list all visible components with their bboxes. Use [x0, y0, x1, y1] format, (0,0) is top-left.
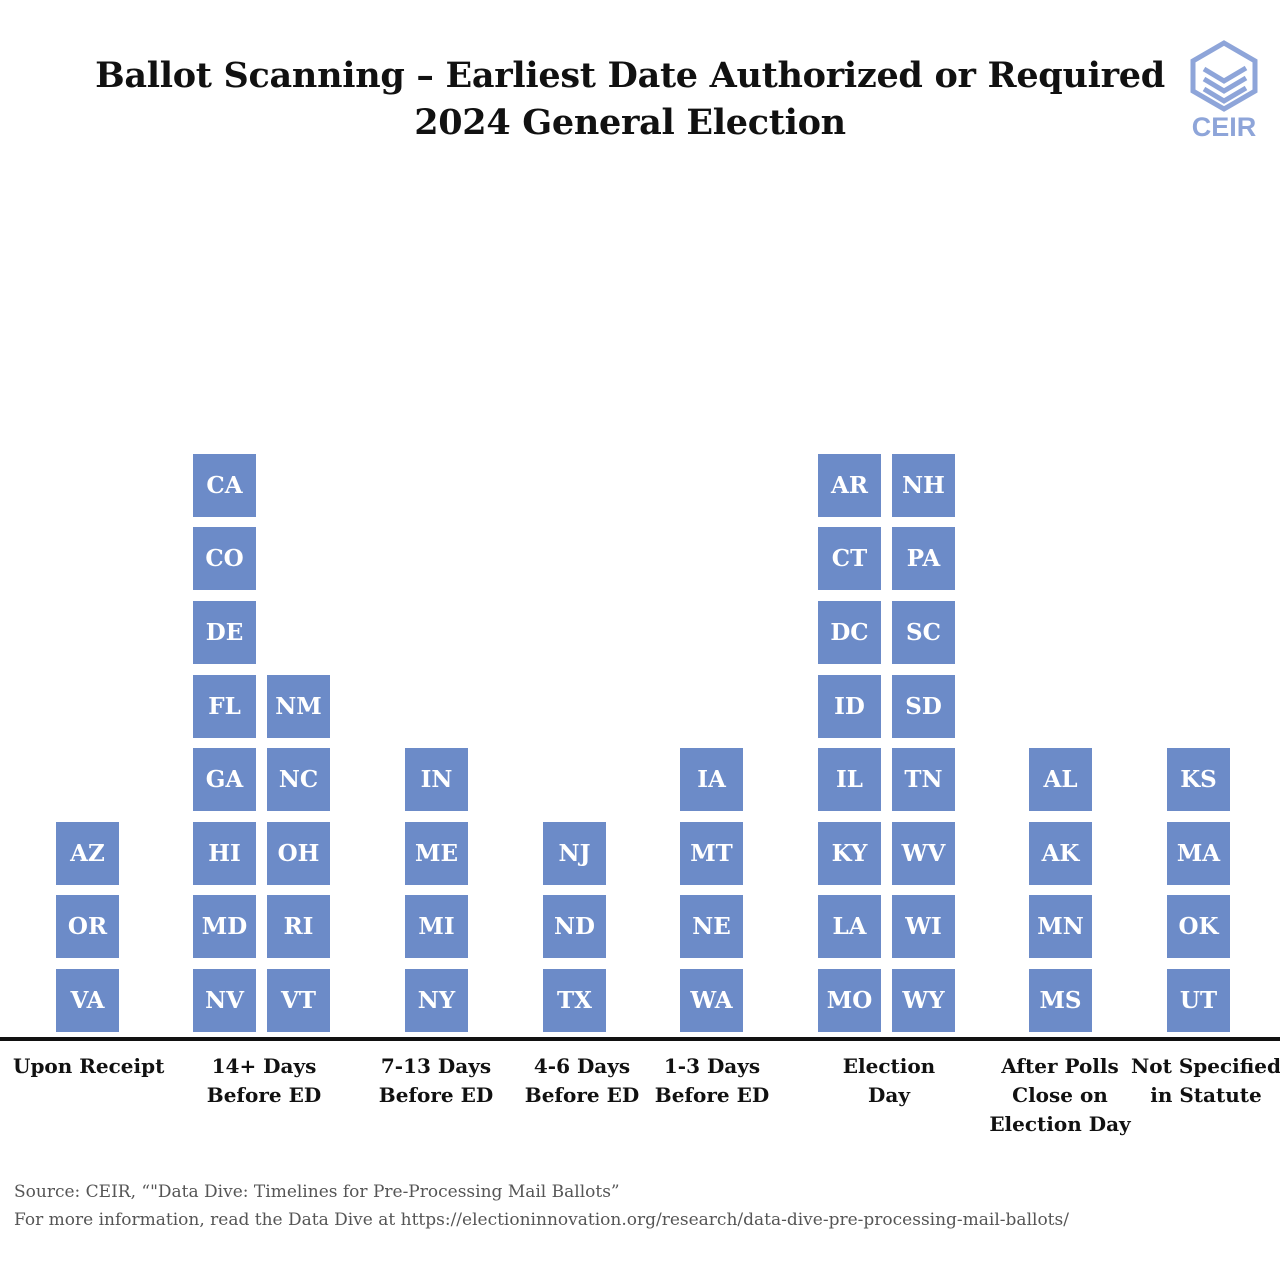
category-label-line: Before ED — [654, 1083, 770, 1107]
footer: Source: CEIR, “"Data Dive: Timelines for… — [14, 1178, 1069, 1234]
state-tile-md: MD — [193, 895, 256, 958]
state-tile-in: IN — [405, 748, 468, 811]
state-tile-ma: MA — [1167, 822, 1230, 885]
state-tile-la: LA — [818, 895, 881, 958]
state-tile-wa: WA — [680, 969, 743, 1032]
state-tile-wi: WI — [892, 895, 955, 958]
category-label: 1-3 Days Before ED — [637, 1052, 787, 1110]
state-tile-ak: AK — [1029, 822, 1092, 885]
state-tile-id: ID — [818, 675, 881, 738]
category-label-line: Upon Receipt — [13, 1054, 165, 1078]
state-tile-ca: CA — [193, 454, 256, 517]
category-label-line: After Polls — [1001, 1054, 1119, 1078]
state-tile-ky: KY — [818, 822, 881, 885]
state-tile-ct: CT — [818, 527, 881, 590]
state-tile-wv: WV — [892, 822, 955, 885]
category-label: 4-6 Days Before ED — [507, 1052, 657, 1110]
state-tile-fl: FL — [193, 675, 256, 738]
title-line-2: 2024 General Election — [414, 102, 846, 143]
state-tile-pa: PA — [892, 527, 955, 590]
source-note: Source: CEIR, “"Data Dive: Timelines for… — [14, 1182, 620, 1202]
state-tile-ne: NE — [680, 895, 743, 958]
category-label: Not Specified in Statute — [1131, 1052, 1280, 1110]
category-label-line: Before ED — [206, 1083, 322, 1107]
category-label: Upon Receipt — [13, 1052, 165, 1081]
state-tile-ut: UT — [1167, 969, 1230, 1032]
state-tile-sd: SD — [892, 675, 955, 738]
state-tile-nh: NH — [892, 454, 955, 517]
state-tile-nm: NM — [267, 675, 330, 738]
category-label-line: Before ED — [524, 1083, 640, 1107]
chart-title: Ballot Scanning – Earliest Date Authoriz… — [90, 52, 1170, 146]
state-tile-ny: NY — [405, 969, 468, 1032]
category-label-line: 4-6 Days — [533, 1054, 631, 1078]
state-tile-tx: TX — [543, 969, 606, 1032]
state-tile-oh: OH — [267, 822, 330, 885]
state-tile-me: ME — [405, 822, 468, 885]
state-tile-hi: HI — [193, 822, 256, 885]
category-label-line: Not Specified — [1131, 1054, 1280, 1078]
category-label-line: in Statute — [1150, 1083, 1262, 1107]
state-tile-il: IL — [818, 748, 881, 811]
state-tile-tn: TN — [892, 748, 955, 811]
state-tile-de: DE — [193, 601, 256, 664]
state-tile-mn: MN — [1029, 895, 1092, 958]
category-label-line: Before ED — [378, 1083, 494, 1107]
state-tile-ga: GA — [193, 748, 256, 811]
category-label-line: 14+ Days — [211, 1054, 317, 1078]
logo-text: CEIR — [1191, 112, 1257, 142]
state-tile-dc: DC — [818, 601, 881, 664]
category-label: 7-13 Days Before ED — [361, 1052, 511, 1110]
category-label-line: Close on — [1012, 1083, 1108, 1107]
category-label-line: Day — [868, 1083, 910, 1107]
state-tile-mo: MO — [818, 969, 881, 1032]
category-label: 14+ Days Before ED — [189, 1052, 339, 1110]
state-tile-az: AZ — [56, 822, 119, 885]
category-label-line: 1-3 Days — [663, 1054, 761, 1078]
ceir-logo: CEIR — [1184, 40, 1264, 144]
ceir-logo-icon — [1190, 40, 1258, 112]
state-tile-ia: IA — [680, 748, 743, 811]
category-label: After Polls Close on Election Day — [985, 1052, 1135, 1139]
state-tile-al: AL — [1029, 748, 1092, 811]
category-label-line: Election — [842, 1054, 936, 1078]
state-tile-ks: KS — [1167, 748, 1230, 811]
title-line-1: Ballot Scanning – Earliest Date Authoriz… — [95, 55, 1165, 96]
state-tile-ri: RI — [267, 895, 330, 958]
state-tile-mi: MI — [405, 895, 468, 958]
chart-baseline — [0, 1037, 1280, 1041]
category-label-line: Election Day — [989, 1112, 1131, 1136]
state-tile-co: CO — [193, 527, 256, 590]
category-label-line: 7-13 Days — [380, 1054, 492, 1078]
more-info-note: For more information, read the Data Dive… — [14, 1210, 1069, 1230]
state-tile-vt: VT — [267, 969, 330, 1032]
state-tile-ms: MS — [1029, 969, 1092, 1032]
category-label: Election Day — [814, 1052, 964, 1110]
state-tile-va: VA — [56, 969, 119, 1032]
state-tile-ar: AR — [818, 454, 881, 517]
state-tile-mt: MT — [680, 822, 743, 885]
state-tile-ok: OK — [1167, 895, 1230, 958]
state-tile-nd: ND — [543, 895, 606, 958]
state-tile-or: OR — [56, 895, 119, 958]
state-tile-wy: WY — [892, 969, 955, 1032]
state-tile-nv: NV — [193, 969, 256, 1032]
state-tile-nc: NC — [267, 748, 330, 811]
state-tile-sc: SC — [892, 601, 955, 664]
state-tile-nj: NJ — [543, 822, 606, 885]
